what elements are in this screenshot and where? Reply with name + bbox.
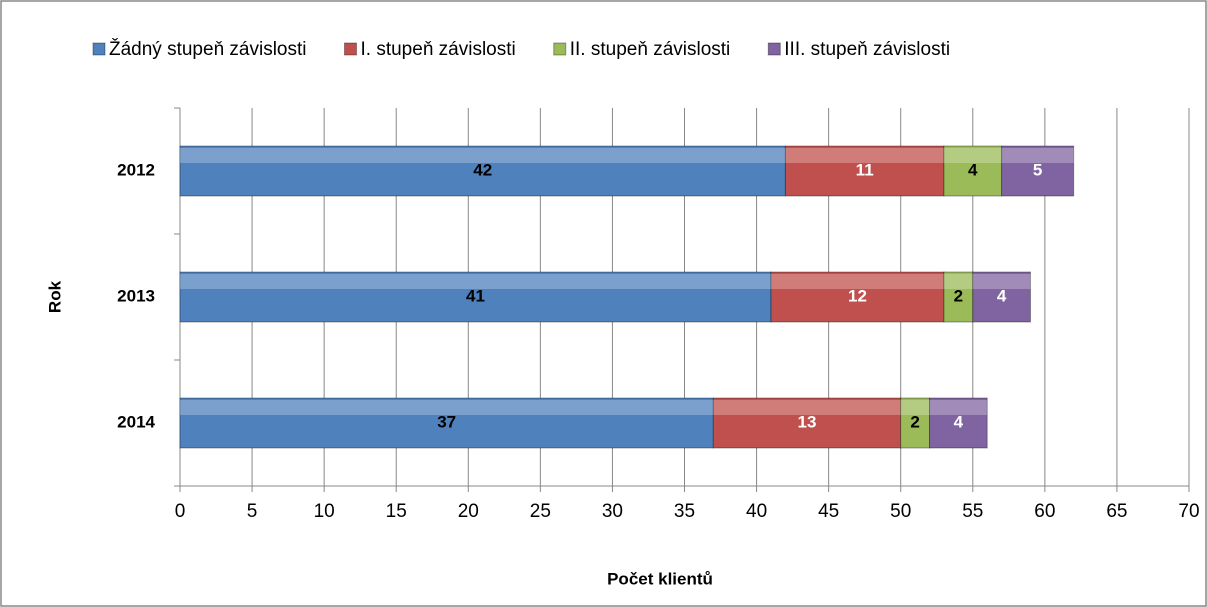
legend-label: II. stupeň závislosti [570, 39, 731, 60]
legend-label: III. stupeň závislosti [784, 39, 950, 60]
legend-swatch [344, 42, 357, 56]
x-axis-title: Počet klientů [607, 569, 713, 588]
bar-shine [1001, 148, 1074, 163]
x-tick-label: 5 [247, 501, 258, 522]
bar-shine [180, 400, 714, 415]
legend-label: Žádný stupeň závislosti [109, 38, 307, 60]
bar-shine [943, 274, 973, 289]
legend-swatch [92, 42, 106, 56]
x-tick-label: 70 [1178, 501, 1199, 522]
x-tick-label: 65 [1106, 501, 1127, 522]
data-label: 37 [437, 412, 456, 431]
data-label: 41 [466, 286, 485, 305]
data-label: 5 [1033, 160, 1042, 179]
bar-segment [972, 271, 1031, 323]
data-label: 13 [798, 412, 817, 431]
data-label: 12 [848, 286, 867, 305]
bar-segment [943, 271, 974, 323]
x-tick-label: 25 [530, 501, 551, 522]
data-label: 42 [473, 160, 492, 179]
bar-shine [900, 400, 930, 415]
data-label: 4 [997, 286, 1007, 305]
bar-segment [929, 397, 988, 449]
bar-shine [785, 148, 944, 163]
data-label: 2 [910, 412, 919, 431]
bar-shine [713, 400, 901, 415]
bar-shine [929, 400, 988, 415]
x-tick-label: 30 [602, 501, 623, 522]
bar-shine [180, 148, 786, 163]
legend-swatch [767, 42, 781, 56]
x-tick-label: 50 [890, 501, 911, 522]
y-tick-label: 2013 [117, 286, 155, 305]
data-label: 4 [968, 160, 978, 179]
bar-segment [179, 271, 772, 323]
bar-segment [770, 271, 945, 323]
x-tick-label: 35 [674, 501, 695, 522]
bar-segment [784, 145, 945, 197]
legend-label: I. stupeň závislosti [361, 39, 516, 60]
x-tick-label: 45 [818, 501, 839, 522]
x-tick-label: 15 [386, 501, 407, 522]
bar-shine [180, 274, 771, 289]
legend-swatch [553, 42, 567, 56]
bar-shine [972, 274, 1031, 289]
y-tick-label: 2012 [117, 160, 155, 179]
y-tick-label: 2014 [117, 412, 155, 431]
x-tick-label: 0 [175, 501, 186, 522]
x-tick-label: 60 [1034, 501, 1055, 522]
bar-segment [712, 397, 902, 449]
y-axis-title: Rok [45, 280, 64, 313]
x-tick-label: 20 [458, 501, 479, 522]
bar-segment [179, 145, 786, 197]
bar-shine [943, 148, 1002, 163]
data-label: 2 [954, 286, 963, 305]
bar-segment [900, 397, 931, 449]
bar-segment [943, 145, 1003, 197]
x-tick-label: 10 [314, 501, 335, 522]
data-label: 11 [856, 160, 874, 179]
x-tick-label: 40 [746, 501, 767, 522]
data-label: 4 [954, 412, 964, 431]
bar-segment [1001, 145, 1075, 197]
x-tick-label: 55 [962, 501, 983, 522]
bar-shine [770, 274, 944, 289]
